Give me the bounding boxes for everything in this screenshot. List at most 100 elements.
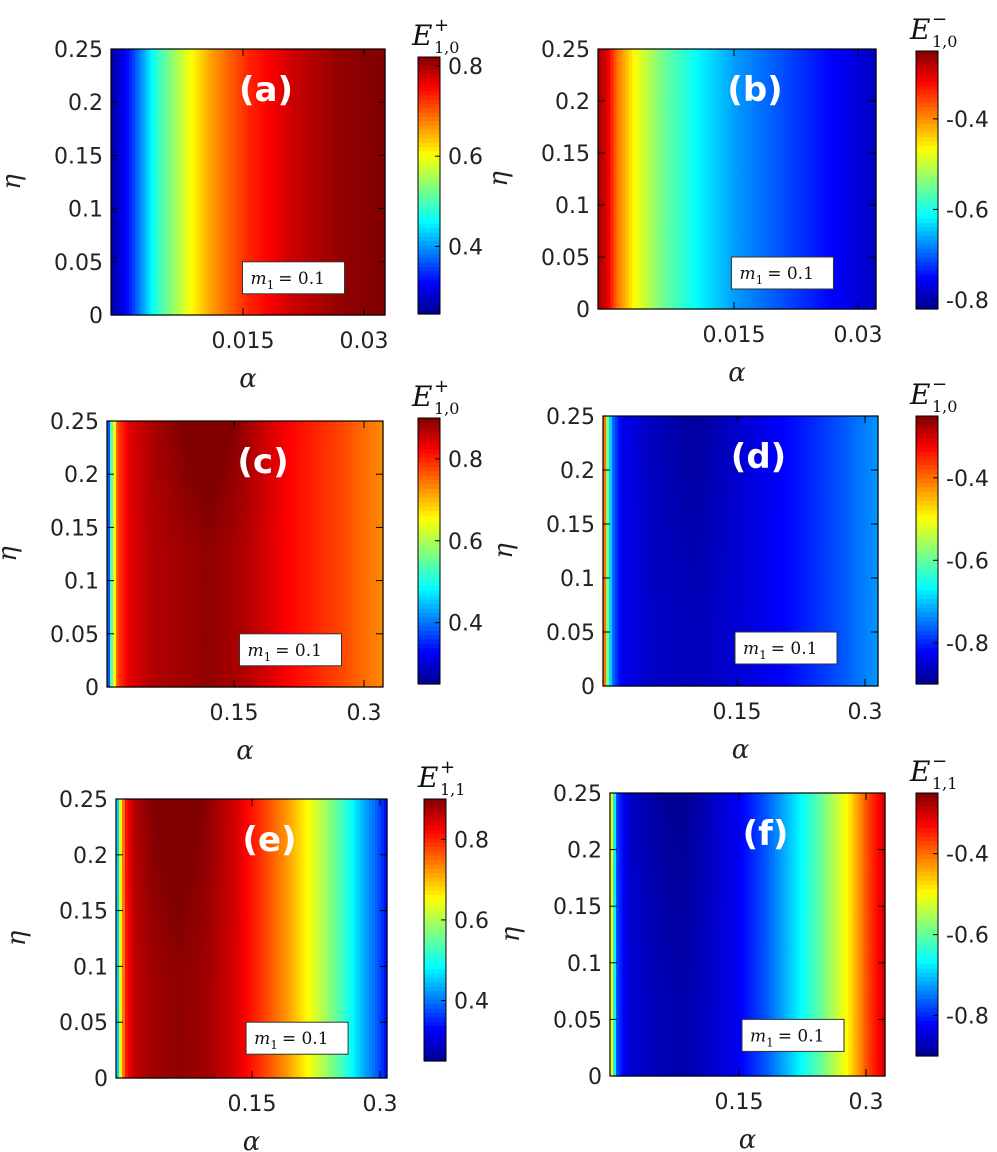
heatmap-cell [184,223,188,233]
heatmap-cell [190,173,194,183]
heatmap-cell [749,219,754,229]
heatmap-cell [631,276,636,286]
heatmap-cell [257,248,261,258]
heatmap-cell [333,98,337,108]
heatmap-cell [770,179,775,188]
heatmap-cell [229,281,234,291]
heatmap-cell [159,98,164,108]
heatmap-cell [327,215,331,225]
heatmap-cell [117,273,121,283]
heatmap-cell [159,157,164,166]
heatmap-cell [755,49,760,58]
heatmap-cell [659,187,664,196]
heatmap-cell [770,130,775,139]
heatmap-cell [622,65,627,74]
heatmap-cell [293,98,298,108]
heatmap-cell [235,281,240,291]
heatmap-cell [120,173,124,183]
heatmap-cell [147,306,152,316]
heatmap-cell [132,157,136,166]
heatmap-cell [305,140,310,150]
heatmap-cell [162,73,167,83]
heatmap-cell [616,195,621,204]
heatmap-cell [675,203,679,213]
heatmap-cell [622,227,627,237]
heatmap-cell [290,198,295,208]
heatmap-cell [168,49,173,58]
heatmap-cell [217,206,222,216]
heatmap-cell [278,90,283,100]
heatmap-cell [619,65,624,74]
heatmap-cell [144,98,149,108]
heatmap-cell [302,215,307,225]
heatmap-cell [613,219,618,229]
heatmap-cell [293,148,298,158]
y-tick-label: 0.2 [68,91,103,116]
heatmap-cell [727,162,732,172]
heatmap-cell [120,206,124,216]
heatmap-cell [345,148,350,158]
heatmap-cell [211,90,216,100]
heatmap-cell [357,273,362,283]
heatmap-cell [305,240,310,250]
heatmap-cell [272,148,276,158]
heatmap-cell [737,187,741,196]
heatmap-cell [783,235,788,245]
heatmap-cell [598,89,602,99]
heatmap-cell [251,223,255,233]
heatmap-cell [647,81,652,91]
heatmap-cell [281,57,286,67]
heatmap-cell [746,73,750,83]
heatmap-cell [638,252,642,261]
heatmap-cell [381,157,386,166]
heatmap-cell [687,235,692,245]
heatmap-cell [120,157,124,166]
heatmap-cell [156,107,161,117]
heatmap-cell [706,81,710,91]
heatmap-cell [199,57,203,67]
heatmap-cell [150,132,155,142]
heatmap-cell [752,122,757,131]
heatmap-cell [767,130,772,139]
heatmap-cell [665,81,670,91]
heatmap-cell [132,248,136,258]
heatmap-cell [786,219,791,229]
heatmap-cell [662,211,667,221]
heatmap-cell [165,140,170,150]
heatmap-cell [147,273,152,283]
heatmap-cell [638,235,642,245]
heatmap-cell [281,49,286,58]
heatmap-cell [114,82,118,92]
heatmap-cell [743,105,747,115]
heatmap-cell [196,65,200,75]
heatmap-cell [709,187,713,196]
heatmap-cell [223,107,228,117]
heatmap-cell [764,97,769,107]
heatmap-cell [193,123,197,133]
heatmap-cell [764,105,769,115]
heatmap-cell [601,122,605,131]
heatmap-cell [278,107,283,117]
heatmap-cell [789,138,794,148]
heatmap-cell [111,223,115,233]
heatmap-cell [238,231,243,241]
heatmap-cell [604,130,608,139]
heatmap-cell [696,284,701,294]
heatmap-cell [144,65,149,75]
heatmap-cell [156,206,161,216]
heatmap-cell [381,306,386,316]
heatmap-cell [117,240,121,250]
heatmap-cell [733,211,738,221]
heatmap-cell [159,215,164,225]
heatmap-cell [202,107,206,117]
heatmap-cell [638,73,642,83]
heatmap-cell [205,273,210,283]
heatmap-cell [168,198,173,208]
heatmap-cell [150,173,155,183]
heatmap-cell [269,82,273,92]
heatmap-cell [746,57,750,66]
heatmap-cell [653,73,658,83]
heatmap-cell [321,73,325,83]
heatmap-cell [132,107,136,117]
heatmap-cell [248,107,252,117]
